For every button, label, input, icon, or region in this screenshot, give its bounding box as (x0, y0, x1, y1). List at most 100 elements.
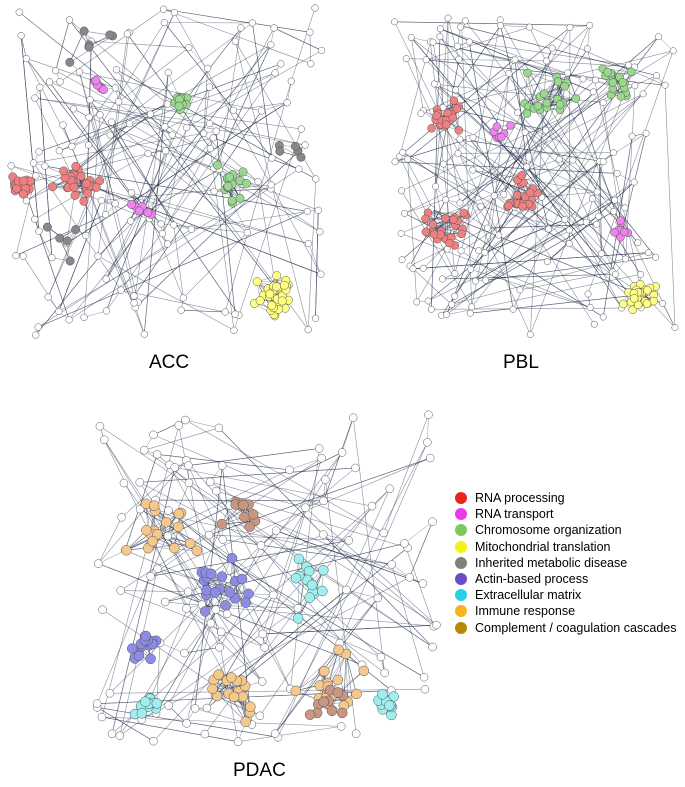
node-complement-coagulation-cascades (332, 687, 344, 698)
node-inherited-metabolic-disease (296, 152, 306, 162)
node-chromosome-organization (235, 193, 245, 203)
edge (457, 45, 639, 243)
edge (484, 152, 614, 253)
node-unclassified (140, 330, 148, 338)
node-complement-coagulation-cascades (326, 705, 338, 717)
edge (79, 71, 262, 112)
node-mitochondrial-translation (272, 271, 282, 281)
node-unclassified (319, 530, 328, 539)
node-unclassified (297, 125, 305, 133)
edge (345, 653, 357, 695)
node-unclassified (94, 252, 102, 260)
node-immune-response (207, 683, 218, 695)
node-rna-processing (448, 113, 458, 123)
edge (173, 224, 248, 233)
node-mitochondrial-translation (271, 282, 281, 292)
node-actin-based-process (236, 573, 248, 585)
edge (174, 467, 373, 507)
edge (47, 12, 175, 298)
edge (305, 507, 437, 626)
node-immune-response (148, 500, 160, 511)
node-unclassified (158, 229, 167, 238)
node-unclassified (116, 586, 125, 595)
node-unclassified (589, 88, 597, 96)
node-actin-based-process (201, 584, 212, 596)
node-unclassified (401, 209, 408, 217)
node-unclassified (342, 585, 351, 595)
edge (38, 211, 308, 328)
legend-label: Complement / coagulation cascades (475, 620, 677, 635)
node-unclassified (418, 579, 428, 588)
node-unclassified (456, 199, 464, 207)
node-unclassified (586, 303, 594, 311)
edge (252, 22, 273, 159)
node-unclassified (621, 204, 629, 212)
node-unclassified (80, 313, 88, 321)
edge (457, 152, 614, 154)
node-unclassified (613, 169, 621, 177)
node-unclassified (511, 56, 519, 64)
edge (93, 12, 175, 187)
edge (291, 7, 316, 82)
edge (143, 72, 169, 335)
edge (59, 9, 164, 83)
node-unclassified (107, 729, 117, 738)
edge (69, 19, 259, 182)
node-complement-coagulation-cascades (238, 499, 249, 511)
node-rna-processing (70, 190, 80, 200)
edge (111, 121, 174, 226)
edge (120, 289, 236, 315)
edge (352, 417, 385, 673)
node-chromosome-organization (618, 78, 628, 87)
edge (446, 47, 553, 315)
node-unclassified (204, 530, 214, 540)
node-unclassified (52, 67, 60, 75)
node-extracellular-matrix (304, 592, 315, 603)
edge (49, 81, 173, 136)
node-complement-coagulation-cascades (244, 521, 255, 532)
node-unclassified (108, 118, 116, 126)
node-unclassified (456, 135, 464, 143)
edge (213, 137, 299, 170)
node-extracellular-matrix (136, 708, 148, 719)
node-unclassified (55, 307, 63, 316)
node-chromosome-organization (225, 172, 234, 182)
edge (88, 22, 253, 146)
edge (524, 132, 620, 223)
node-chromosome-organization (555, 100, 565, 109)
edge (435, 18, 449, 187)
edge (558, 93, 644, 160)
edge (446, 18, 449, 250)
node-unclassified (98, 605, 107, 614)
edge (503, 72, 568, 195)
node-inherited-metabolic-disease (105, 30, 115, 40)
edge (218, 27, 242, 170)
node-unclassified (41, 162, 49, 170)
edge (22, 183, 70, 320)
node-unclassified (451, 270, 459, 277)
edge (111, 467, 176, 734)
node-unclassified (159, 5, 168, 13)
node-mitochondrial-translation (267, 300, 277, 310)
node-immune-response (332, 674, 344, 686)
edge (34, 97, 210, 124)
node-unclassified (182, 604, 191, 613)
edge (97, 148, 211, 257)
node-unclassified (31, 215, 39, 223)
pdac-panel (85, 405, 445, 750)
edge (401, 233, 591, 308)
edge (451, 211, 614, 305)
node-unclassified (521, 128, 529, 136)
node-unclassified (255, 711, 265, 721)
node-unclassified (655, 33, 663, 41)
edge (174, 12, 322, 275)
edge (323, 534, 349, 541)
node-unclassified (45, 78, 54, 86)
node-unclassified (237, 24, 245, 32)
edge (96, 482, 190, 704)
node-unclassified (380, 668, 389, 678)
legend-label: RNA transport (475, 507, 554, 522)
node-inherited-metabolic-disease (55, 233, 65, 243)
node-rna-transport (497, 132, 506, 142)
node-rna-processing (12, 184, 22, 193)
